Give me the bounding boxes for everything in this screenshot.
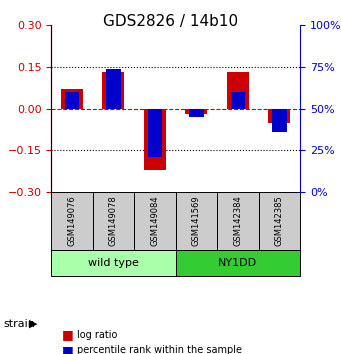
FancyBboxPatch shape bbox=[51, 250, 176, 276]
Text: GSM142384: GSM142384 bbox=[233, 196, 242, 246]
Text: GSM149076: GSM149076 bbox=[68, 196, 76, 246]
FancyBboxPatch shape bbox=[176, 250, 300, 276]
Text: GSM141569: GSM141569 bbox=[192, 196, 201, 246]
Bar bbox=[148, 109, 162, 158]
Text: ▶: ▶ bbox=[29, 319, 38, 329]
FancyBboxPatch shape bbox=[217, 192, 258, 250]
Bar bbox=[186, 109, 207, 114]
Text: strain: strain bbox=[3, 319, 35, 329]
FancyBboxPatch shape bbox=[51, 192, 93, 250]
Bar bbox=[231, 92, 245, 109]
Bar bbox=[144, 109, 166, 170]
FancyBboxPatch shape bbox=[258, 192, 300, 250]
Text: wild type: wild type bbox=[88, 258, 139, 268]
Text: percentile rank within the sample: percentile rank within the sample bbox=[77, 346, 242, 354]
Text: GSM149084: GSM149084 bbox=[150, 196, 159, 246]
Bar bbox=[227, 72, 249, 109]
Bar bbox=[189, 109, 204, 117]
FancyBboxPatch shape bbox=[134, 192, 176, 250]
Bar bbox=[61, 89, 83, 109]
Text: NY1DD: NY1DD bbox=[218, 258, 257, 268]
Text: GSM142385: GSM142385 bbox=[275, 196, 284, 246]
Text: GDS2826 / 14b10: GDS2826 / 14b10 bbox=[103, 14, 238, 29]
Bar bbox=[272, 109, 286, 132]
FancyBboxPatch shape bbox=[176, 192, 217, 250]
Text: log ratio: log ratio bbox=[77, 330, 117, 339]
Text: ■: ■ bbox=[61, 344, 73, 354]
Text: GSM149078: GSM149078 bbox=[109, 196, 118, 246]
Bar bbox=[103, 72, 124, 109]
Bar bbox=[106, 69, 121, 109]
FancyBboxPatch shape bbox=[93, 192, 134, 250]
Bar bbox=[65, 92, 79, 109]
Bar bbox=[268, 109, 290, 122]
Text: ■: ■ bbox=[61, 328, 73, 341]
